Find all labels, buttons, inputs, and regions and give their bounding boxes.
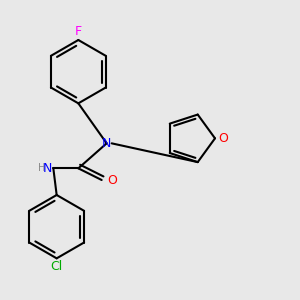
Text: O: O <box>108 173 118 187</box>
Text: N: N <box>102 137 111 150</box>
Text: H: H <box>38 163 45 173</box>
Text: N: N <box>42 162 52 175</box>
Text: Cl: Cl <box>50 260 63 273</box>
Text: O: O <box>218 132 228 145</box>
Text: F: F <box>75 25 82 38</box>
